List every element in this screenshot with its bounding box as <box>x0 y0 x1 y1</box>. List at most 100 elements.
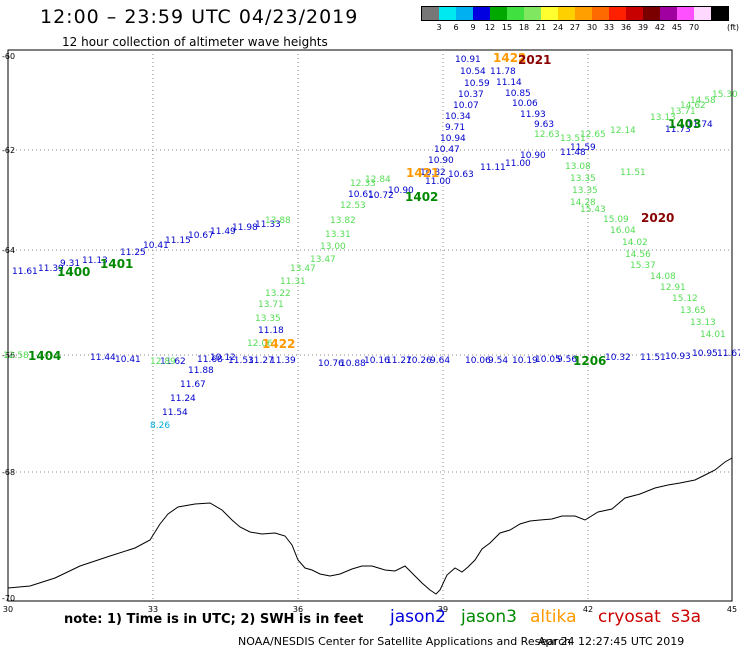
jason3-label: 1403 <box>668 117 701 131</box>
color-scale-tick: 33 <box>603 23 615 32</box>
jason3-swh-label: 13.71 <box>258 300 284 310</box>
jason2-label: 10.19 <box>512 356 538 366</box>
jason2-label: 11.15 <box>165 236 191 246</box>
satellite-legend-altika: altika <box>530 607 577 627</box>
jason3-swh-label: 12.65 <box>580 130 606 140</box>
jason3-swh-label: 14.62 <box>680 101 706 111</box>
jason2-label: 11.33 <box>255 220 281 230</box>
jason3-swh-label: 13.35 <box>255 314 281 324</box>
jason3-swh-label: 15.43 <box>580 205 606 215</box>
jason3-label: 1401 <box>100 257 133 271</box>
jason3-swh-label: 14.01 <box>700 330 726 340</box>
lon-label: 33 <box>148 605 158 614</box>
jason2-label: 10.37 <box>458 90 484 100</box>
jason3-swh-label: 13.71 <box>670 107 696 117</box>
color-swatch <box>575 7 592 20</box>
jason2-label: 10.54 <box>460 67 486 77</box>
jason2-label: 9.71 <box>445 123 465 133</box>
jason3-swh-label: 15.30 <box>712 90 738 100</box>
jason2-label: 11.25 <box>120 248 146 258</box>
color-scale-tick: 18 <box>518 23 530 32</box>
jason2-label: 10.90 <box>520 151 546 161</box>
jason3-label: 1402 <box>405 190 438 204</box>
jason2-label: 11.51 <box>640 353 666 363</box>
color-swatch <box>507 7 524 20</box>
jason2-label: 10.82 <box>420 168 446 178</box>
jason3-label: 1400 <box>57 265 90 279</box>
axis-labels: 30 33 36 39 42 45 -60 -62 -64 -66 -68 -70 <box>2 52 737 614</box>
satellite-legend-jason3: jason3 <box>461 607 517 627</box>
color-swatch <box>711 7 728 20</box>
jason3-swh-label: 13.82 <box>330 216 356 226</box>
jason2-label: 10.67 <box>188 231 214 241</box>
color-swatch <box>626 7 643 20</box>
color-scale-tick: 15 <box>501 23 513 32</box>
jason2-label: 11.18 <box>258 326 284 336</box>
color-swatch <box>609 7 626 20</box>
jason3-swh-label: 13.22 <box>265 289 291 299</box>
jason3-swh-label: 12.63 <box>534 130 560 140</box>
jason2-label: 10.72 <box>368 191 394 201</box>
jason2-label: 11.67 <box>180 380 206 390</box>
jason2-label: 11.93 <box>520 110 546 120</box>
jason2-label: 10.76 <box>318 359 344 369</box>
jason3-swh-label: 12.14 <box>610 126 636 136</box>
color-swatch <box>456 7 473 20</box>
jason3-swh-label: 14.28 <box>570 198 596 208</box>
jason2-label: 11.14 <box>496 78 522 88</box>
page-title: 12:00 – 23:59 UTC 04/23/2019 <box>40 6 359 28</box>
jason3-swh-label: 13.00 <box>320 242 346 252</box>
jason2-label: 10.90 <box>428 156 454 166</box>
jason2-label: 10.05 <box>535 355 561 365</box>
color-swatch <box>422 7 439 20</box>
jason2-label: 11.98 <box>232 223 258 233</box>
jason2-label: 11.27 <box>248 356 274 366</box>
jason2-label: 11.62 <box>160 357 186 367</box>
jason3-swh-label: 13.88 <box>265 216 291 226</box>
jason2-label: 11.13 <box>82 256 108 266</box>
jason2-label: 10.94 <box>440 134 466 144</box>
lat-label: -62 <box>2 146 15 155</box>
lat-label: -70 <box>2 594 15 603</box>
jason3-swh-label: 12.06 <box>247 339 273 349</box>
color-scale-legend: 3 6 9 12 15 18 21 24 27 30 33 36 39 42 45 70 (ft) <box>421 6 739 35</box>
color-scale-tick: 70 <box>688 23 700 32</box>
color-swatch <box>558 7 575 20</box>
color-scale-tick: 21 <box>535 23 547 32</box>
jason3-swh-label: 13.47 <box>290 264 316 274</box>
jason2-label: 11.67 <box>717 349 740 359</box>
jason2-label: 10.07 <box>453 101 479 111</box>
color-scale-tick: 42 <box>654 23 666 32</box>
lat-label: -66 <box>2 351 15 360</box>
color-scale-bar <box>421 6 729 21</box>
jason3-swh-label: 13.08 <box>565 162 591 172</box>
jason2-label: 11.78 <box>490 67 516 77</box>
cryosat-label: 2021 <box>518 53 551 67</box>
jason3-swh-label: 11.51 <box>620 168 646 178</box>
jason2-label: 11.49 <box>210 227 236 237</box>
jason2-label: 10.12 <box>210 353 236 363</box>
footer-credit: NOAA/NESDIS Center for Satellite Applica… <box>238 635 572 648</box>
jason3-swh-label: 15.09 <box>603 215 629 225</box>
jason2-label: 10.47 <box>434 145 460 155</box>
jason2-label: 10.16 <box>364 356 390 366</box>
color-swatch <box>660 7 677 20</box>
jason2-label: 11.24 <box>170 394 196 404</box>
jason2-label: 11.74 <box>687 120 713 130</box>
footer-note: note: 1) Time is in UTC; 2) SWH is in fe… <box>64 612 364 627</box>
lon-label: 39 <box>438 605 448 614</box>
jason2-label: 10.32 <box>605 353 631 363</box>
cryosat-swh-label: 8.26 <box>150 421 170 431</box>
satellite-legend-s3a: s3a <box>671 607 702 627</box>
satellite-legend-jason2: jason2 <box>390 607 446 627</box>
color-scale-tick: 9 <box>470 23 476 32</box>
lat-label: -60 <box>2 52 15 61</box>
jason2-label: 9.56 <box>557 355 577 365</box>
altimeter-tracks: 11.61 11.399.31 11.1311.2510.4111.1510.671… <box>3 51 740 431</box>
lon-label: 45 <box>727 605 737 614</box>
jason3-swh-label: 12.91 <box>660 283 686 293</box>
jason3-swh-label: 16.04 <box>610 226 636 236</box>
jason3-swh-label: 14.56 <box>625 250 651 260</box>
color-scale-ticks: 3 6 9 12 15 18 21 24 27 30 33 36 39 42 45 70 <box>421 21 731 35</box>
